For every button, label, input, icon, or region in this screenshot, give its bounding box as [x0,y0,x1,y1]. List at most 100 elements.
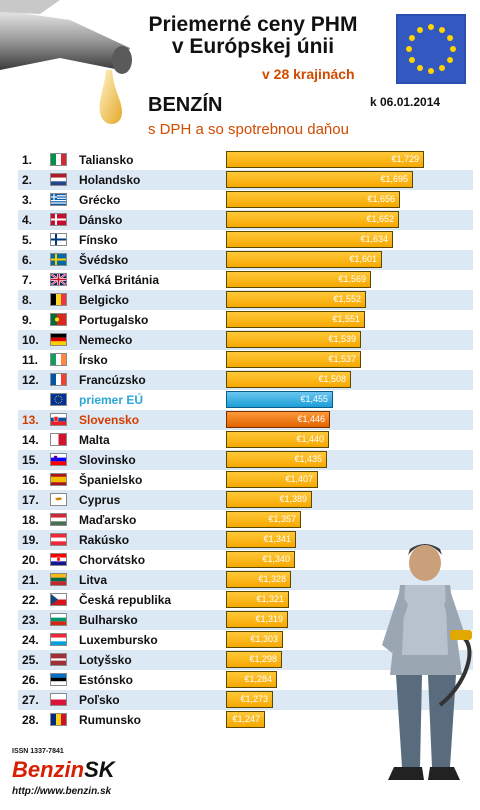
rank-label: 18. [22,513,39,527]
se-flag-icon [50,253,67,266]
price-value-label: €1,551 [332,314,360,324]
rank-label: 25. [22,653,39,667]
price-value-label: €1,652 [366,214,394,224]
rank-label: 26. [22,673,39,687]
rank-label: 6. [22,253,33,267]
price-bar: €1,321 [226,591,289,608]
price-bar: €1,328 [226,571,291,588]
price-bar: €1,695 [226,171,413,188]
rank-label: 9. [22,313,33,327]
table-row: 27. Poľsko €1,273 [18,690,473,710]
chart-title: Priemerné ceny PHM v Európskej únii [118,14,388,58]
hr-flag-icon [50,553,67,566]
price-value-label: €1,303 [250,634,278,644]
rank-label: 16. [22,473,39,487]
price-value-label: €1,729 [391,154,419,164]
price-value-label: €1,537 [328,354,356,364]
table-row: 1. Taliansko €1,729 [18,150,473,170]
table-row: 11. Írsko €1,537 [18,350,473,370]
table-row: 22. Česká republika €1,321 [18,590,473,610]
price-bar: €1,284 [226,671,277,688]
table-row: 28. Rumunsko €1,247 [18,710,473,730]
price-bar: €1,634 [226,231,393,248]
table-row: 3. Grécko €1,656 [18,190,473,210]
price-bar: €1,446 [226,411,330,428]
table-row: 23. Bulharsko €1,319 [18,610,473,630]
price-value-label: €1,328 [258,574,286,584]
website-link[interactable]: http://www.benzin.sk [12,786,112,797]
country-label: Rumunsko [79,713,142,727]
price-bar: €1,601 [226,251,382,268]
pt-flag-icon [50,313,67,326]
rank-label: 4. [22,213,33,227]
price-value-label: €1,298 [249,654,277,664]
rank-label: 19. [22,533,39,547]
price-bar: €1,341 [226,531,296,548]
rank-label: 13. [22,413,39,427]
country-label: Estónsko [79,673,134,687]
pl-flag-icon [50,693,67,706]
country-label: Fínsko [79,233,118,247]
price-bar: €1,303 [226,631,283,648]
country-label: Grécko [79,193,121,207]
price-bar: €1,435 [226,451,327,468]
price-value-label: €1,247 [232,714,260,724]
country-label: Španielsko [79,473,143,487]
price-value-label: €1,455 [300,394,328,404]
table-row: 6. Švédsko €1,601 [18,250,473,270]
table-row: 4. Dánsko €1,652 [18,210,473,230]
date-label: k 06.01.2014 [370,95,441,109]
country-label: Česká republika [79,593,172,607]
table-row: 19. Rakúsko €1,341 [18,530,473,550]
price-value-label: €1,357 [268,514,296,524]
country-label: Taliansko [79,153,134,167]
de-flag-icon [50,333,67,346]
rank-label: 10. [22,333,39,347]
country-label: Bulharsko [79,613,138,627]
dk-flag-icon [50,213,67,226]
price-table: 1. Taliansko €1,729 2. Holandsko €1,695 3. Gréc… [18,150,473,730]
country-label: Slovensko [79,413,140,427]
price-bar: €1,298 [226,651,282,668]
rank-label: 1. [22,153,33,167]
price-value-label: €1,440 [296,434,324,444]
country-label: Holandsko [79,173,141,187]
rank-label: 3. [22,193,33,207]
benzinsk-logo: BenzinSK [12,757,115,783]
ee-flag-icon [50,673,67,686]
price-bar: €1,247 [226,711,265,728]
table-row: 15. Slovinsko €1,435 [18,450,473,470]
rank-label: 21. [22,573,39,587]
price-bar: €1,551 [226,311,365,328]
price-bar: €1,389 [226,491,312,508]
mt-flag-icon [50,433,67,446]
lt-flag-icon [50,573,67,586]
table-row: 9. Portugalsko €1,551 [18,310,473,330]
rank-label: 27. [22,693,39,707]
price-value-label: €1,634 [360,234,388,244]
it-flag-icon [50,153,67,166]
country-label: Lotyšsko [79,653,132,667]
price-value-label: €1,552 [333,294,361,304]
price-value-label: €1,446 [297,414,325,424]
price-value-label: €1,319 [255,614,283,624]
country-label: Dánsko [79,213,123,227]
table-row: 17. Cyprus €1,389 [18,490,473,510]
lu-flag-icon [50,633,67,646]
price-value-label: €1,695 [380,174,408,184]
table-row: 12. Francúzsko €1,508 [18,370,473,390]
rank-label: 23. [22,613,39,627]
price-bar: €1,440 [226,431,329,448]
logo-part-1: Benzin [12,757,85,782]
table-row: 5. Fínsko €1,634 [18,230,473,250]
price-bar: €1,340 [226,551,295,568]
price-bar: €1,357 [226,511,301,528]
country-label: Malta [79,433,110,447]
price-bar: €1,569 [226,271,371,288]
gb-flag-icon [50,273,67,286]
gas-station-worker-illustration [382,544,472,780]
price-value-label: €1,539 [328,334,356,344]
price-bar: €1,656 [226,191,400,208]
country-label: Nemecko [79,333,133,347]
be-flag-icon [50,293,67,306]
